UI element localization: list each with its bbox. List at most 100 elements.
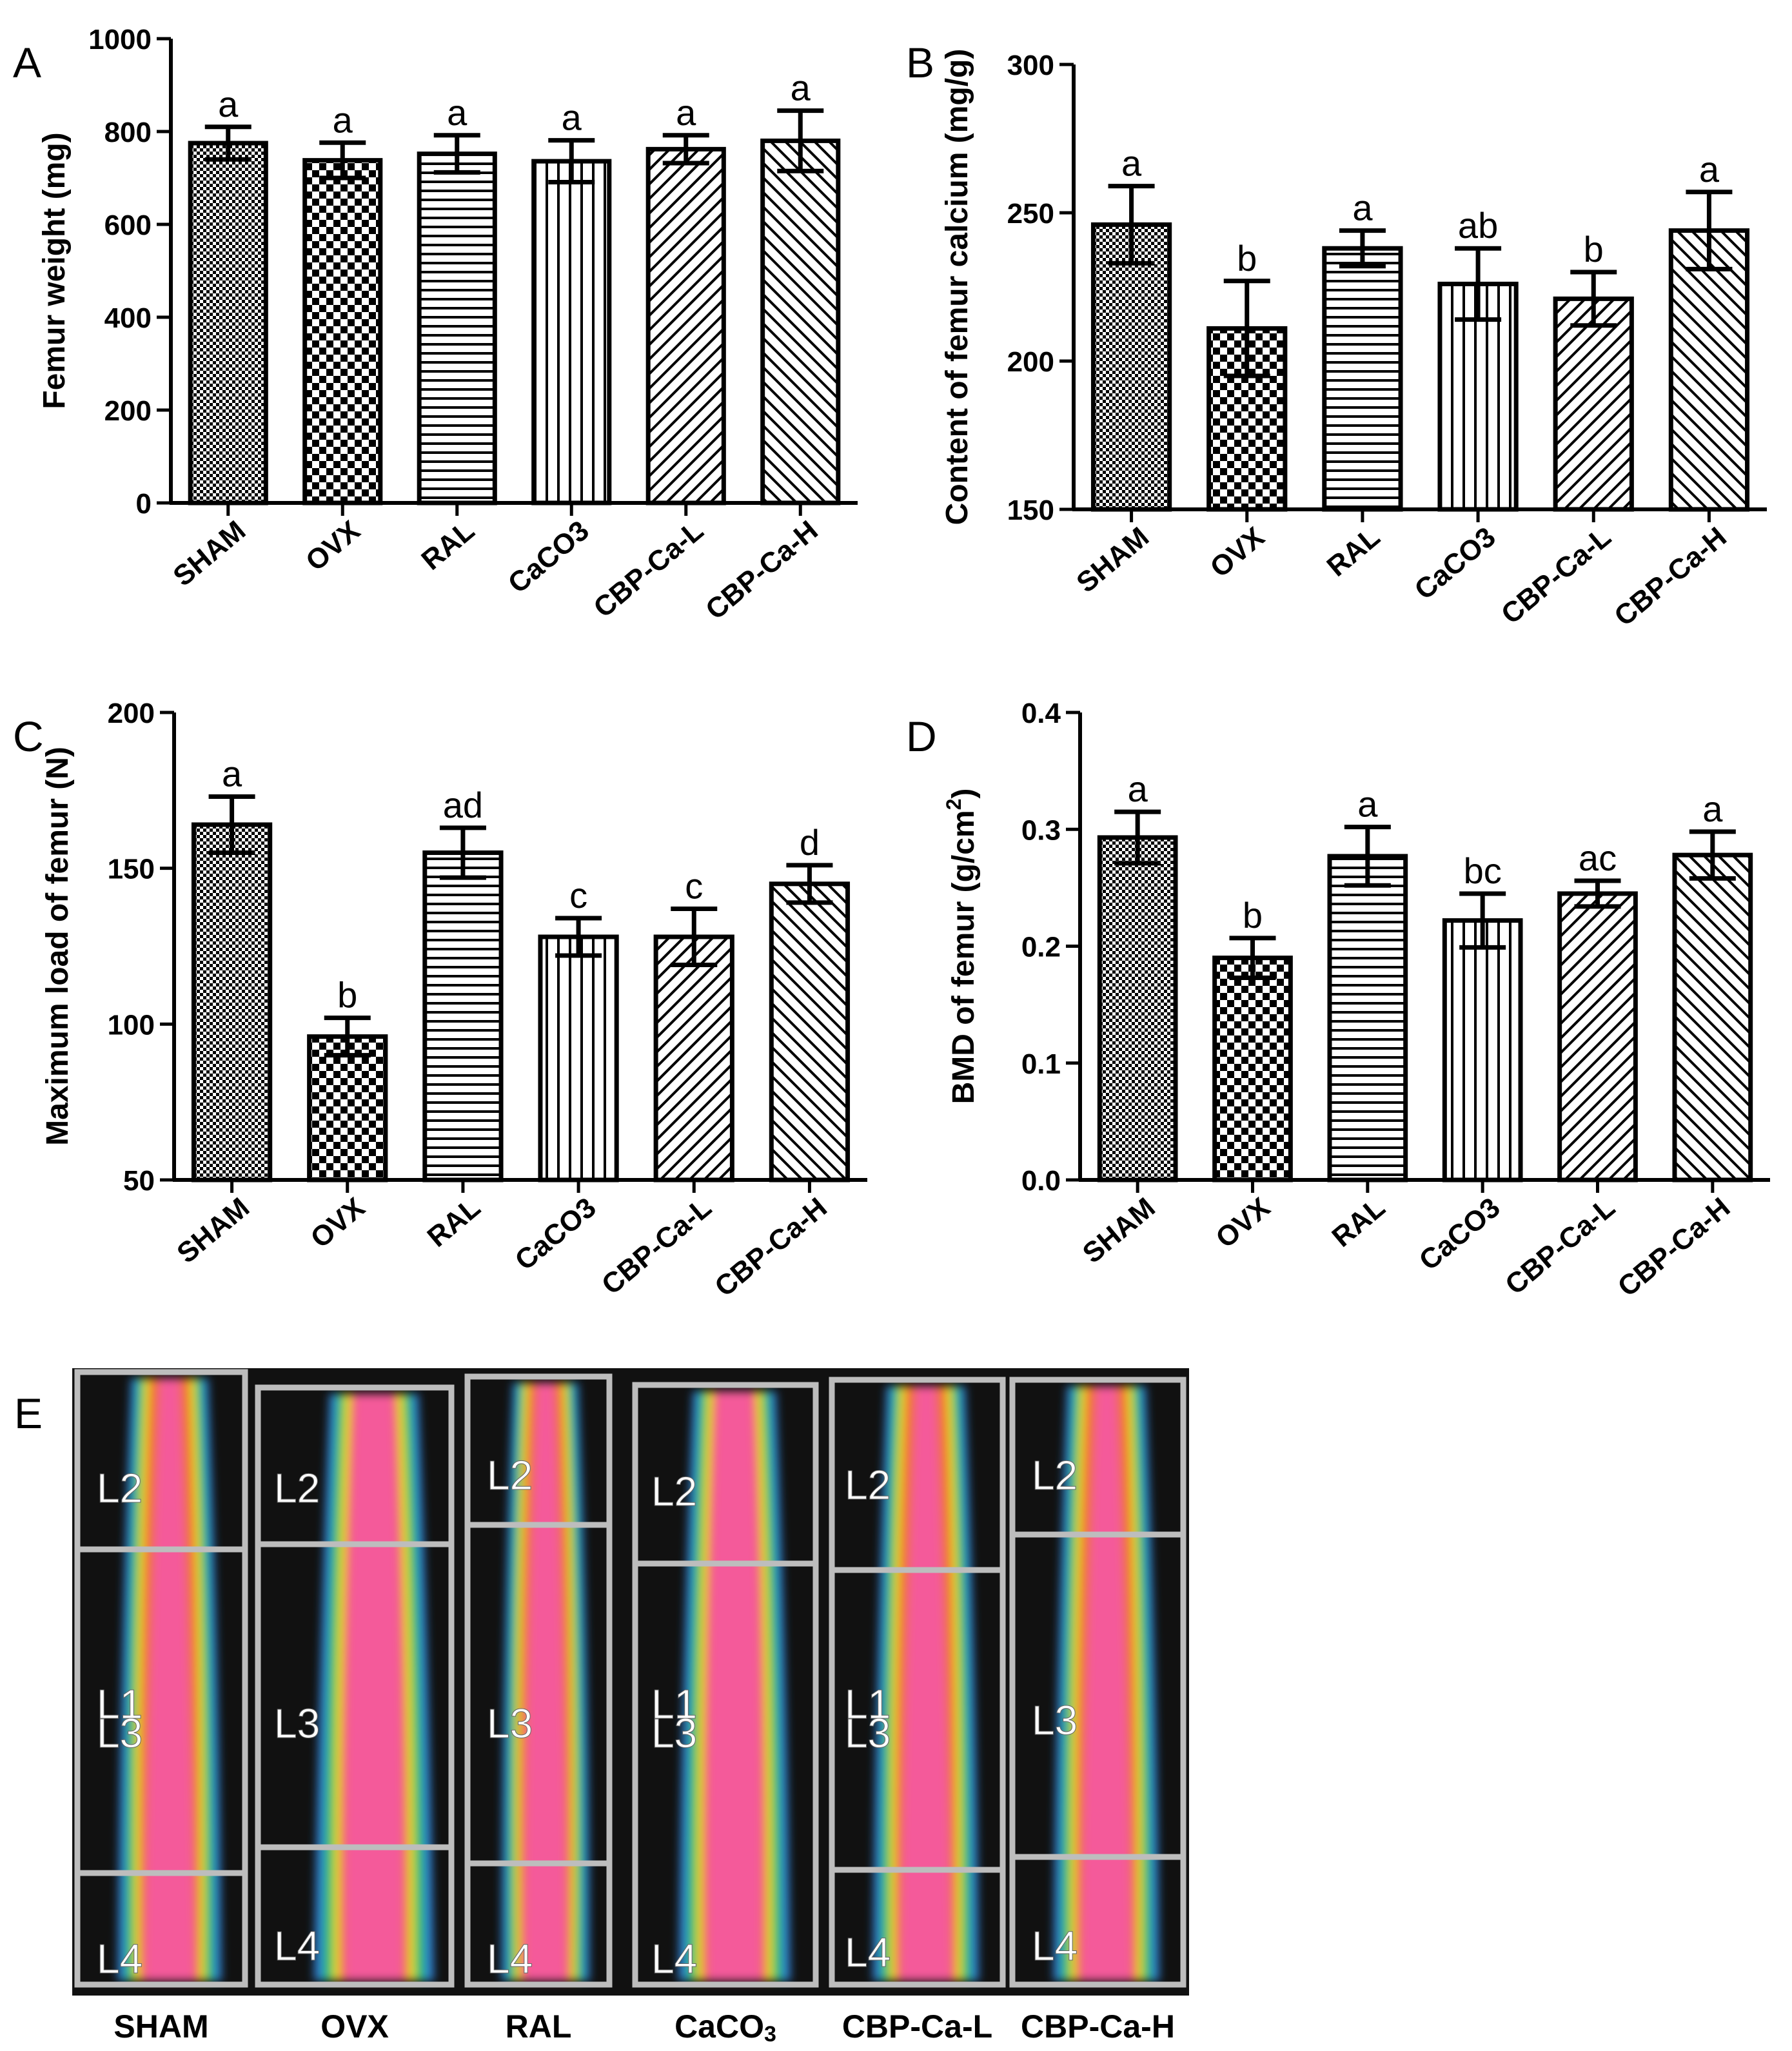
panel-label: D xyxy=(906,712,937,760)
significance-letter: ac xyxy=(1579,838,1617,878)
x-tick-label: RAL xyxy=(422,1192,487,1253)
x-tick-label: OVX xyxy=(1204,521,1270,584)
panel-label: A xyxy=(13,39,41,86)
y-axis-title: Femur weight (mg) xyxy=(37,132,72,409)
x-tick-label: RAL xyxy=(1321,521,1386,583)
roi-label: L4 xyxy=(274,1923,320,1969)
bar-cbp-ca-l xyxy=(1553,296,1634,512)
y-tick-label: 0.1 xyxy=(1021,1048,1061,1080)
bar-cbp-ca-h xyxy=(760,138,841,505)
y-tick-label: 0.3 xyxy=(1021,814,1061,846)
significance-letter: b xyxy=(1243,895,1263,936)
bone-density-map xyxy=(117,1379,222,1981)
significance-letter: ab xyxy=(1458,205,1498,246)
bar-ral xyxy=(1327,854,1408,1183)
bar-ovx xyxy=(1212,956,1293,1183)
roi-label: L3 xyxy=(845,1710,891,1756)
x-tick-label: SHAM xyxy=(167,515,251,593)
roi-frame xyxy=(1009,1854,1186,1988)
significance-letter: b xyxy=(1584,229,1604,270)
x-tick-label: OVX xyxy=(300,515,366,577)
y-tick-label: 100 xyxy=(108,1009,155,1041)
chart-panel-b: B 150 200 250 300 Content of femur calcium (m… xyxy=(906,39,1767,633)
roi-label: L3 xyxy=(97,1710,143,1756)
y-tick-label: 150 xyxy=(1007,495,1054,526)
bar-ovx xyxy=(302,158,383,505)
roi-label: L3 xyxy=(651,1710,697,1756)
chart-panel-d: D 0.0 0.1 0.2 0.3 0.4 BMD of femur (g/cm2) a SHA… xyxy=(906,698,1770,1303)
x-tick-label: CaCO3 xyxy=(509,1192,602,1277)
y-axis-title: Content of femur calcium (mg/g) xyxy=(940,49,974,525)
significance-letter: a xyxy=(676,92,696,133)
roi-label: L2 xyxy=(845,1462,891,1508)
y-tick-label: 50 xyxy=(123,1165,155,1197)
roi-label: L2 xyxy=(1032,1452,1078,1498)
significance-letter: a xyxy=(222,754,242,794)
y-tick-label: 600 xyxy=(104,210,152,241)
scan-background xyxy=(72,1368,1189,1996)
panel-label: E xyxy=(14,1389,43,1437)
x-tick-label: RAL xyxy=(415,515,480,576)
significance-letter: a xyxy=(1699,149,1720,190)
bar-cbp-ca-h xyxy=(1672,852,1753,1183)
x-tick-label: CBP-Ca-H xyxy=(1608,521,1733,633)
roi-label: L4 xyxy=(651,1936,697,1982)
scan-group-label: CBP-Ca-L xyxy=(842,2008,992,2045)
bone-density-map xyxy=(501,1383,590,1981)
roi-frame xyxy=(464,1860,613,1988)
bar-sham xyxy=(188,141,268,505)
x-tick-label: CBP-Ca-H xyxy=(700,515,824,626)
roi-label: L2 xyxy=(274,1465,320,1511)
y-tick-label: 400 xyxy=(104,302,152,334)
bone-density-map xyxy=(678,1391,791,1981)
y-tick-label: 0 xyxy=(136,488,152,520)
bar-ral xyxy=(417,152,497,505)
bar-ovx xyxy=(307,1034,388,1183)
chart-panel-c: C 50 100 150 200 Maximum load of femur (N) a SH… xyxy=(13,698,867,1303)
bar-sham xyxy=(1097,835,1178,1183)
bar-cbp-ca-l xyxy=(1557,891,1638,1183)
bar-sham xyxy=(1090,222,1172,512)
roi-label: L2 xyxy=(97,1465,143,1511)
bone-density-map xyxy=(872,1386,979,1981)
scan-group-label: OVX xyxy=(320,2008,389,2045)
scan-group-label: SHAM xyxy=(113,2008,208,2045)
x-tick-label: CBP-Ca-H xyxy=(709,1192,833,1303)
significance-letter: ad xyxy=(443,785,483,825)
y-tick-label: 200 xyxy=(104,395,152,427)
y-tick-label: 0.4 xyxy=(1021,698,1061,729)
roi-label: L4 xyxy=(1032,1923,1078,1969)
y-tick-label: 150 xyxy=(108,854,155,885)
y-tick-label: 200 xyxy=(108,698,155,729)
significance-letter: c xyxy=(569,875,587,916)
bar-cbp-ca-l xyxy=(653,934,734,1183)
roi-label: L4 xyxy=(487,1936,533,1982)
x-tick-label: SHAM xyxy=(171,1192,255,1270)
scan-group-label: CBP-Ca-H xyxy=(1021,2008,1175,2045)
dxa-scan-panel: EL2L1L3L4SHAML2L3L4OVXL2L3L4RALL2L1L3L4C… xyxy=(14,1368,1189,2046)
y-tick-label: 200 xyxy=(1007,346,1054,378)
significance-letter: a xyxy=(333,99,353,140)
roi-label: L1 xyxy=(97,1681,143,1727)
bar-caco3 xyxy=(531,159,612,505)
significance-letter: a xyxy=(791,68,811,108)
x-tick-label: CaCO3 xyxy=(1409,521,1502,606)
bar-ral xyxy=(422,850,504,1183)
significance-letter: a xyxy=(447,92,468,133)
scan-group-label: CaCO3 xyxy=(674,2008,776,2046)
roi-label: L1 xyxy=(651,1681,697,1727)
y-tick-label: 1000 xyxy=(88,24,152,55)
x-tick-label: CBP-Ca-L xyxy=(596,1192,718,1301)
scan-group-label: RAL xyxy=(506,2008,572,2045)
significance-letter: b xyxy=(1237,238,1257,279)
roi-label: L2 xyxy=(487,1452,533,1498)
y-tick-label: 800 xyxy=(104,117,152,148)
y-tick-label: 250 xyxy=(1007,198,1054,230)
y-tick-label: 0.2 xyxy=(1021,932,1061,963)
bar-cbp-ca-l xyxy=(645,146,726,505)
significance-letter: a xyxy=(1357,784,1378,825)
y-axis-title: Maximum load of femur (N) xyxy=(41,747,75,1146)
